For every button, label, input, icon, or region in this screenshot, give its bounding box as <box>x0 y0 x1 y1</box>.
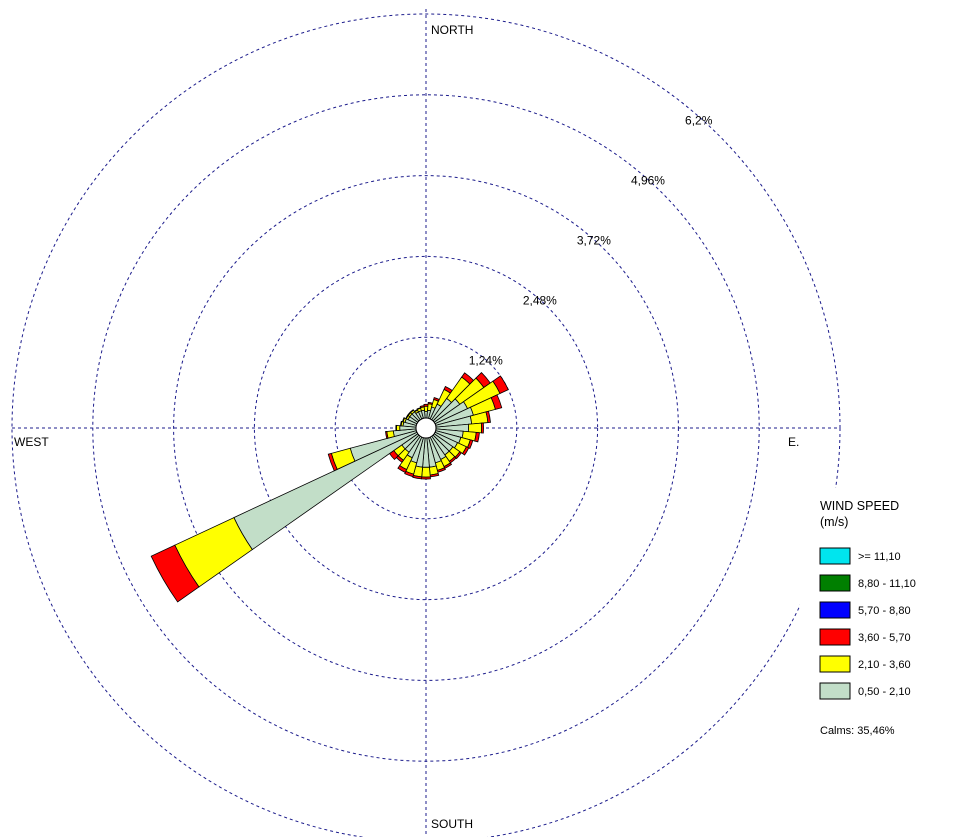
petal-segment-250-bin3 <box>327 452 338 472</box>
petal-segment-120-bin3 <box>461 446 470 456</box>
legend-item: >= 11,10 <box>819 547 901 565</box>
petal-segment-260-bin3 <box>385 430 389 440</box>
legend-swatch <box>819 682 851 700</box>
petal-segment-90-bin4 <box>467 422 483 434</box>
petal-segment-210-bin3 <box>397 464 408 474</box>
petal-segment-100-bin3 <box>474 431 480 443</box>
legend-label: 8,80 - 11,10 <box>858 578 916 590</box>
legend-item: 3,60 - 5,70 <box>819 628 911 646</box>
petals <box>150 371 509 603</box>
ring-2 <box>253 255 599 601</box>
petal-segment-10-bin3 <box>427 402 434 405</box>
legend-swatch <box>819 628 851 646</box>
legend-item: 0,50 - 2,10 <box>819 682 911 700</box>
petal-segment-290-bin3 <box>402 417 406 423</box>
petal-segment-90-bin3 <box>480 422 484 434</box>
ring-label: 6,2% <box>685 113 713 127</box>
petal-segment-60-bin3 <box>492 375 509 395</box>
ring-label: 2,48% <box>523 293 557 307</box>
legend-label: >= 11,10 <box>858 551 901 563</box>
ring-labels: 1,24% 2,48% 3,72% 4,96% 6,2% <box>469 113 713 367</box>
calms-label: Calms: 35,46% <box>820 725 895 737</box>
legend-swatch <box>819 547 851 565</box>
direction-label-north: NORTH <box>431 23 473 37</box>
petal-segment-200-bin3 <box>404 470 415 478</box>
direction-label-west: WEST <box>14 435 49 449</box>
petal-segment-270-bin3 <box>395 424 397 432</box>
petal-segment-190-bin3 <box>412 474 423 480</box>
petal-segment-130-bin3 <box>454 451 462 460</box>
legend-swatch <box>819 655 851 673</box>
petal-segment-270-bin4 <box>396 424 401 432</box>
legend-label: 0,50 - 2,10 <box>858 686 911 698</box>
direction-label-east: E. <box>788 435 799 449</box>
legend-label: 5,70 - 8,80 <box>858 605 911 617</box>
legend: WIND SPEED (m/s) >= 11,10 8,80 - 11,10 5,7… <box>800 488 950 748</box>
ring-5 <box>11 13 841 837</box>
petal-segment-320-bin3 <box>409 409 415 414</box>
petal-segment-110-bin3 <box>467 439 474 450</box>
legend-item: 5,70 - 8,80 <box>819 601 911 619</box>
ring-label: 4,96% <box>631 173 665 187</box>
petal-segment-350-bin3 <box>419 405 425 409</box>
legend-title: WIND SPEED <box>820 499 899 513</box>
petal-segment-180-bin4 <box>421 466 431 478</box>
petal-segment-240-bin5 <box>233 431 419 551</box>
legend-swatch <box>819 574 851 592</box>
legend-label: 3,60 - 5,70 <box>858 632 911 644</box>
ring-label: 3,72% <box>577 233 611 247</box>
calm-circle <box>415 417 437 439</box>
petal-segment-180-bin3 <box>421 476 431 480</box>
legend-label: 2,10 - 3,60 <box>858 659 911 671</box>
legend-item: 2,10 - 3,60 <box>819 655 911 673</box>
petal-segment-80-bin3 <box>485 410 491 424</box>
legend-swatch <box>819 601 851 619</box>
petal-segment-280-bin3 <box>400 420 403 427</box>
petal-segment-0-bin3 <box>423 403 429 407</box>
legend-item: 8,80 - 11,10 <box>819 574 916 592</box>
petal-segment-70-bin3 <box>490 394 503 410</box>
direction-label-south: SOUTH <box>431 817 473 831</box>
ring-label: 1,24% <box>469 354 503 368</box>
petal-segment-240-bin3 <box>150 544 200 603</box>
legend-subtitle: (m/s) <box>820 515 848 529</box>
